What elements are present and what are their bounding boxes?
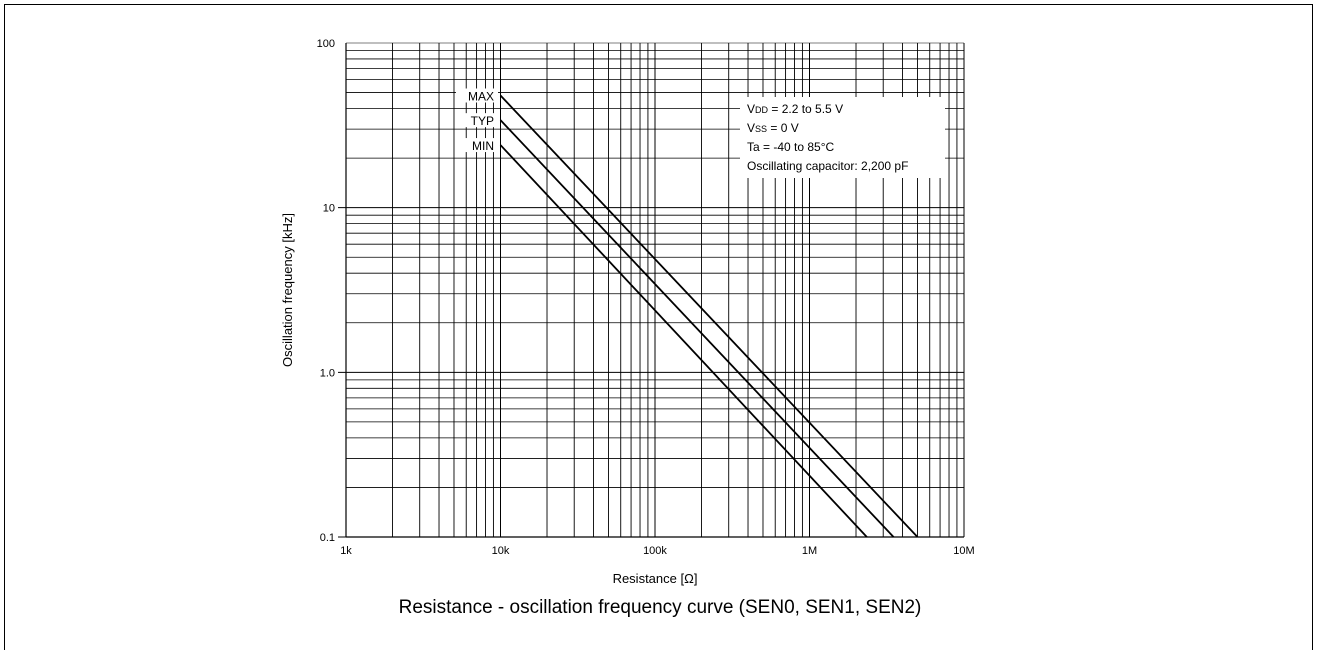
y-tick-label: 0.1 [320, 532, 335, 544]
condition-line: VSS = 0 V [747, 121, 799, 135]
x-tick-label: 1k [340, 545, 352, 557]
figure-frame [4, 4, 1313, 650]
series-line-min [499, 144, 868, 538]
x-tick-label: 100k [643, 545, 667, 557]
figure-caption: Resistance - oscillation frequency curve… [398, 597, 922, 618]
series-line-typ [499, 119, 895, 538]
series-label-box [456, 88, 498, 103]
x-axis-label: Resistance [Ω] [613, 571, 698, 586]
x-tick-label: 1M [802, 545, 817, 557]
series-label-min: MIN [472, 139, 494, 153]
y-axis-label: Oscillation frequency [kHz] [280, 213, 295, 367]
series-label-typ: TYP [471, 114, 494, 128]
y-tick-label: 1.0 [320, 367, 335, 379]
x-tick-label: 10k [492, 545, 510, 557]
series-label-box [456, 138, 498, 153]
condition-line: VDD = 2.2 to 5.5 V [747, 102, 843, 116]
condition-line: Oscillating capacitor: 2,200 pF [747, 159, 908, 173]
series-label-max: MAX [468, 89, 494, 103]
x-tick-label: 10M [953, 545, 974, 557]
y-tick-label: 10 [323, 203, 335, 215]
y-tick-label: 100 [317, 38, 335, 50]
conditions-box [740, 97, 945, 178]
series-line-max [499, 94, 919, 538]
series-label-box [456, 113, 498, 128]
condition-line: Ta = -40 to 85°C [747, 140, 835, 154]
